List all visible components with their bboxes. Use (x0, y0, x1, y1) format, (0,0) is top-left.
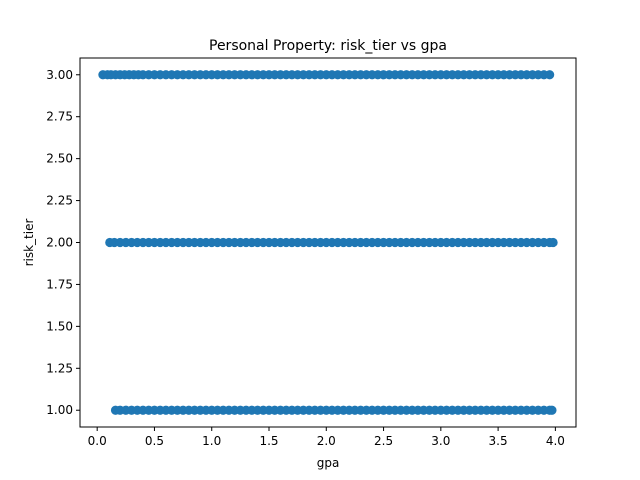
x-tick-label: 0.0 (88, 434, 107, 448)
y-tick-label: 1.00 (46, 403, 73, 417)
y-axis-label: risk_tier (22, 219, 36, 267)
y-tick-label: 2.75 (46, 110, 73, 124)
scatter-point (547, 405, 557, 415)
y-tick-label: 1.50 (46, 319, 73, 333)
x-tick-label: 2.5 (374, 434, 393, 448)
y-tick-label: 2.50 (46, 152, 73, 166)
x-tick-label: 3.0 (431, 434, 450, 448)
x-tick-label: 0.5 (145, 434, 164, 448)
x-axis-ticks: 0.0 0.5 1.0 1.5 2.0 2.5 3.0 3.5 4.0 (88, 427, 565, 448)
x-tick-label: 3.5 (489, 434, 508, 448)
y-axis-ticks: 1.00 1.25 1.50 1.75 2.00 2.25 2.50 2.75 3.00 (46, 68, 80, 417)
x-tick-label: 1.5 (259, 434, 278, 448)
y-tick-label: 1.75 (46, 277, 73, 291)
x-tick-label: 1.0 (202, 434, 221, 448)
scatter-point (545, 70, 555, 80)
y-tick-label: 2.25 (46, 194, 73, 208)
chart-title: Personal Property: risk_tier vs gpa (209, 38, 447, 54)
scatter-point (548, 237, 558, 248)
y-tick-label: 3.00 (46, 68, 73, 82)
y-tick-label: 1.25 (46, 361, 73, 375)
points-layer (98, 70, 558, 415)
x-tick-label: 2.0 (317, 434, 336, 448)
x-tick-label: 4.0 (546, 434, 565, 448)
y-tick-label: 2.00 (46, 236, 73, 250)
x-axis-label: gpa (317, 456, 340, 470)
